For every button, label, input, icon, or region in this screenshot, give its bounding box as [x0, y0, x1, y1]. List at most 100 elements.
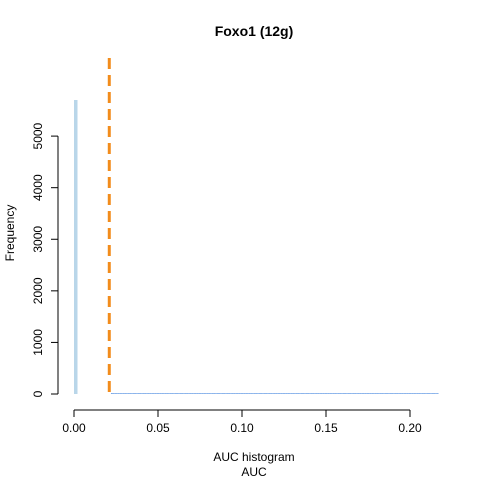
y-tick-label: 0 — [31, 390, 45, 397]
histogram-bar — [186, 393, 189, 394]
histogram-bar — [215, 393, 217, 394]
x-tick-label: 0.20 — [398, 421, 422, 435]
histogram-bar — [300, 393, 303, 394]
histogram-bar — [344, 393, 347, 394]
histogram-bar — [233, 393, 236, 394]
histogram-bar — [134, 393, 137, 394]
histogram-bar — [198, 393, 200, 394]
histogram-bar — [331, 393, 333, 394]
histogram-bar — [433, 393, 436, 394]
histogram-bar — [131, 393, 133, 394]
histogram-bar — [265, 393, 268, 394]
histogram-bar — [225, 393, 227, 394]
histogram-bar — [383, 393, 385, 394]
histogram-bar — [322, 393, 325, 394]
histogram-bar — [290, 393, 293, 394]
histogram-bar — [297, 393, 300, 394]
histogram-bar — [154, 393, 157, 394]
histogram-bar — [163, 393, 165, 394]
histogram-bar — [398, 393, 400, 394]
histogram-bar — [168, 393, 170, 394]
histogram-bar — [435, 393, 437, 394]
histogram-bar — [116, 393, 118, 394]
histogram-bar — [260, 393, 263, 394]
histogram-bar — [416, 393, 419, 394]
histogram-bar — [428, 393, 431, 394]
histogram-bar — [304, 393, 306, 394]
histogram-bar — [388, 393, 390, 394]
histogram-bar — [329, 393, 332, 394]
histogram-bar — [146, 393, 148, 394]
histogram-bar — [181, 393, 184, 394]
histogram-bar — [418, 393, 421, 394]
histogram-bar — [122, 393, 125, 394]
y-tick-label: 3000 — [31, 226, 45, 253]
histogram-bar — [194, 393, 197, 394]
histogram-bar — [179, 393, 182, 394]
histogram-bar — [158, 393, 160, 394]
histogram-bar — [374, 393, 377, 394]
histogram-bar — [247, 393, 249, 394]
histogram-bar — [371, 393, 374, 394]
histogram-bar — [173, 393, 175, 394]
histogram-bar — [292, 393, 295, 394]
histogram-bar — [196, 393, 199, 394]
histogram-bar — [364, 393, 367, 394]
histogram-bar — [430, 393, 432, 394]
histogram-bar — [242, 393, 244, 394]
histogram-bar — [124, 393, 127, 394]
histogram-bar — [189, 393, 192, 394]
histogram-bar — [431, 393, 434, 394]
histogram-bar — [356, 393, 358, 394]
histogram-bar — [378, 393, 380, 394]
histogram-bar — [161, 393, 164, 394]
histogram-bar — [169, 393, 172, 394]
histogram-bar — [205, 393, 207, 394]
histogram-bar — [139, 393, 142, 394]
histogram-bar — [307, 393, 310, 394]
histogram-bar — [284, 393, 286, 394]
histogram-bar — [394, 393, 397, 394]
histogram-bar — [280, 393, 283, 394]
histogram-bar — [415, 393, 417, 394]
histogram-bar — [379, 393, 382, 394]
histogram-bar — [213, 393, 216, 394]
histogram-bar — [393, 393, 395, 394]
histogram-bar — [305, 393, 308, 394]
histogram-bar — [203, 393, 206, 394]
histogram-bar — [201, 393, 204, 394]
histogram-bar — [421, 393, 424, 394]
histogram-bar — [317, 393, 320, 394]
histogram-bar — [262, 393, 264, 394]
histogram-bar — [326, 393, 328, 394]
histogram-bar — [408, 393, 410, 394]
histogram-bar — [389, 393, 392, 394]
histogram-bar — [357, 393, 360, 394]
histogram-bar — [295, 393, 298, 394]
histogram-bar — [208, 393, 211, 394]
x-tick-label: 0.15 — [314, 421, 338, 435]
histogram-bar — [275, 393, 278, 394]
histogram-bar — [240, 393, 242, 394]
histogram-bar — [278, 393, 281, 394]
histogram-bar — [253, 393, 256, 394]
histogram-bar — [255, 393, 258, 394]
y-tick-label: 2000 — [31, 277, 45, 304]
histogram-bar — [245, 393, 248, 394]
histogram-bar — [193, 393, 195, 394]
histogram-bar — [178, 393, 180, 394]
histogram-bar — [277, 393, 279, 394]
histogram-bar — [230, 393, 232, 394]
histogram-bar — [144, 393, 147, 394]
histogram-bar — [171, 393, 174, 394]
histogram-bar — [436, 393, 439, 394]
histogram-bar — [270, 393, 273, 394]
histogram-bar — [129, 393, 132, 394]
histogram-bar — [285, 393, 288, 394]
histogram-bar — [354, 393, 357, 394]
histogram-bar — [121, 393, 123, 394]
histogram-bar — [211, 393, 214, 394]
histogram-bar — [314, 393, 316, 394]
histogram-bar — [299, 393, 301, 394]
